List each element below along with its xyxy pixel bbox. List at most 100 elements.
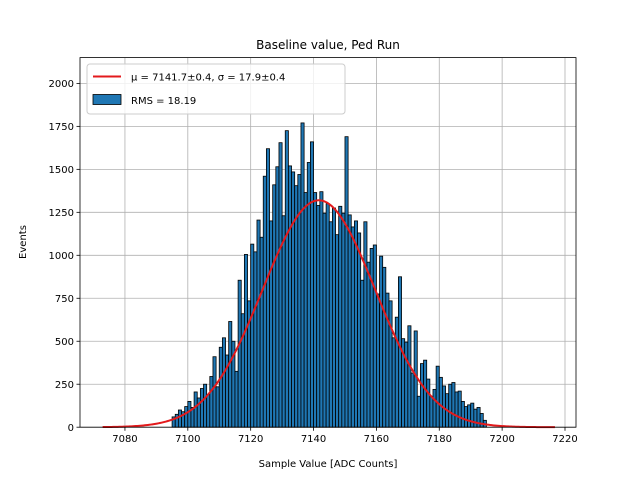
- histogram-bar: [404, 341, 409, 428]
- histogram-bar: [272, 184, 277, 428]
- y-tick-label: 0: [68, 423, 74, 434]
- histogram-bar: [328, 221, 333, 428]
- histogram-bar: [379, 255, 384, 428]
- y-tick-label: 1250: [49, 208, 74, 219]
- histogram-bar: [457, 390, 462, 428]
- histogram-bar: [376, 293, 380, 428]
- histogram-bar: [438, 376, 443, 428]
- histogram-bar: [338, 205, 343, 428]
- histogram-bar: [269, 220, 274, 428]
- y-tick-label: 2000: [49, 79, 74, 90]
- x-tick-label: 7120: [238, 434, 263, 445]
- y-tick-label: 250: [55, 380, 74, 391]
- histogram-bar: [265, 148, 270, 428]
- histogram-bar: [309, 141, 314, 428]
- histogram-bar: [287, 165, 292, 428]
- histogram-bar: [423, 359, 428, 428]
- histogram-bar: [372, 244, 377, 428]
- histogram-bar: [237, 279, 242, 428]
- y-axis-ticks: 0 250 500 750 1000 1250 1500 1750 2000: [49, 79, 80, 434]
- histogram-bar: [184, 406, 189, 428]
- histogram-bar: [203, 383, 208, 428]
- histogram-bar: [332, 207, 336, 428]
- histogram-bar: [470, 402, 475, 428]
- histogram-bar: [256, 219, 261, 428]
- y-tick-label: 1000: [49, 251, 74, 262]
- histogram-bar: [432, 388, 437, 428]
- gaussian-fit-curve: [102, 199, 555, 429]
- histogram-bar: [388, 300, 393, 428]
- histogram-bar: [300, 122, 305, 428]
- histogram-bar: [275, 166, 280, 428]
- histogram-bar: [218, 346, 223, 428]
- histogram-bar: [234, 370, 239, 428]
- histogram-bar: [316, 205, 321, 428]
- histogram-bar: [303, 192, 308, 428]
- histogram-bar: [454, 391, 459, 428]
- histogram-bar: [385, 292, 390, 428]
- histogram-bar: [479, 413, 484, 428]
- histogram-bar: [354, 220, 358, 428]
- histogram-bar: [243, 254, 248, 428]
- histogram-bar: [391, 337, 396, 428]
- histogram-bar: [341, 212, 346, 428]
- histogram-bar: [369, 248, 374, 428]
- x-tick-label: 7220: [552, 434, 577, 445]
- legend-histogram-label: RMS = 18.19: [131, 96, 196, 107]
- histogram-bar: [259, 236, 264, 428]
- x-tick-label: 7140: [301, 434, 326, 445]
- histogram-bar: [473, 408, 478, 428]
- histogram-bar: [350, 226, 355, 428]
- histogram-bar: [366, 261, 371, 428]
- histogram-bar: [313, 192, 318, 428]
- histogram-bar: [451, 382, 456, 428]
- histogram-bar: [177, 409, 182, 428]
- histogram-bar: [240, 313, 245, 428]
- histogram-bar: [426, 378, 431, 428]
- histogram-bar: [278, 142, 283, 428]
- histogram-bar: [344, 136, 349, 428]
- histogram-bar: [250, 243, 255, 428]
- histogram-bar: [363, 221, 368, 428]
- histogram-bar: [325, 203, 330, 428]
- histogram-bar: [335, 234, 340, 428]
- legend-box: [86, 63, 346, 115]
- histogram-bar: [435, 365, 440, 428]
- histogram-bar: [410, 372, 415, 428]
- histogram-bar: [448, 383, 453, 428]
- histogram-bar: [193, 391, 198, 428]
- histogram-bar: [212, 356, 217, 428]
- histogram-bar: [464, 406, 468, 428]
- histogram-bar: [174, 413, 179, 428]
- histogram-bar: [187, 401, 192, 428]
- histogram-bar: [382, 266, 387, 428]
- histogram-bar: [221, 337, 226, 428]
- y-tick-label: 1500: [49, 165, 74, 176]
- histogram-bar: [206, 394, 211, 428]
- plot-frame: [79, 57, 577, 428]
- histogram-bar: [262, 175, 267, 428]
- histogram-bar: [429, 395, 434, 428]
- x-axis-label: Sample Value [ADC Counts]: [259, 459, 398, 470]
- histogram-bar: [253, 251, 258, 428]
- histogram-bar: [420, 363, 424, 428]
- histogram-bar: [294, 185, 299, 428]
- y-tick-label: 500: [55, 337, 74, 348]
- histogram-bar: [347, 214, 352, 428]
- x-axis-ticks: 7080 7100 7120 7140 7160 7180 7200 7220: [112, 427, 578, 445]
- histogram-bar: [209, 376, 214, 428]
- histogram-bar: [357, 232, 362, 428]
- y-axis-label: Events: [18, 225, 29, 259]
- y-tick-label: 1750: [49, 122, 74, 133]
- histogram-bar: [281, 215, 286, 428]
- histogram-bar: [228, 321, 233, 428]
- histogram-bar: [394, 316, 399, 428]
- histogram-bar: [460, 401, 465, 428]
- histogram-bar: [416, 395, 421, 428]
- histogram-bar: [215, 386, 220, 428]
- histogram-bar: [407, 325, 412, 428]
- histogram-bar: [467, 404, 472, 428]
- histogram-bar: [319, 191, 324, 428]
- x-tick-label: 7180: [427, 434, 452, 445]
